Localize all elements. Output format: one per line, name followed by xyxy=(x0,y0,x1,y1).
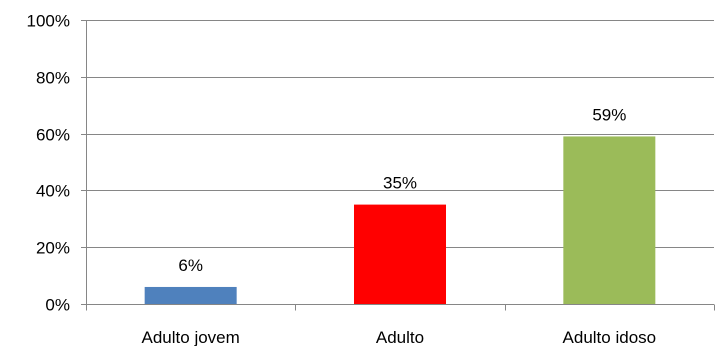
data-label: 59% xyxy=(592,105,626,124)
category-label: Adulto jovem xyxy=(142,328,240,346)
y-tick-label: 60% xyxy=(36,126,70,145)
bar xyxy=(354,204,446,304)
bars xyxy=(144,136,656,304)
y-tick-label: 40% xyxy=(36,182,70,201)
y-tick-label: 20% xyxy=(36,239,70,258)
y-tick-label: 80% xyxy=(36,69,70,88)
data-label: 6% xyxy=(178,256,203,275)
bar xyxy=(563,136,656,304)
category-label: Adulto idoso xyxy=(563,328,657,346)
y-tick-label: 0% xyxy=(45,296,70,315)
data-labels: 6% 35% 59% xyxy=(178,105,626,275)
y-tick-label: 100% xyxy=(27,12,70,31)
y-axis-tick-labels: 0% 20% 40% 60% 80% 100% xyxy=(27,12,70,315)
x-axis-category-labels: Adulto jovem Adulto Adulto idoso xyxy=(142,328,657,346)
bar xyxy=(144,286,237,304)
category-label: Adulto xyxy=(376,328,424,346)
data-label: 35% xyxy=(383,174,417,193)
axes xyxy=(81,20,715,311)
